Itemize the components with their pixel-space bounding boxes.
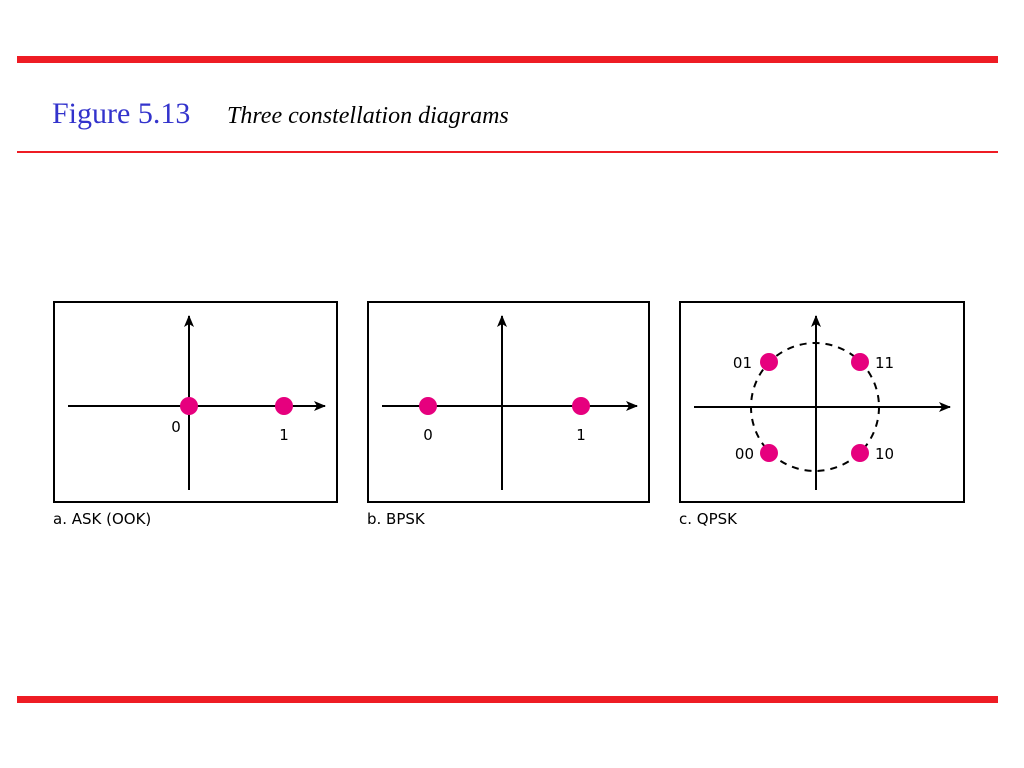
panel-label: a. ASK (OOK) <box>53 510 151 528</box>
figure-caption: Three constellation diagrams <box>227 103 509 129</box>
panel-label: b. BPSK <box>367 510 426 528</box>
point-label: 10 <box>875 445 894 463</box>
point-label: 01 <box>733 354 752 372</box>
point-label: 0 <box>171 418 181 436</box>
panel-c <box>679 301 965 503</box>
panel-a <box>53 301 338 503</box>
point-label: 00 <box>735 445 754 463</box>
point-label: 0 <box>423 426 433 444</box>
mid-rule <box>17 151 998 153</box>
point-label: 11 <box>875 354 894 372</box>
point-label: 1 <box>279 426 289 444</box>
point-label: 1 <box>576 426 586 444</box>
bottom-rule <box>17 696 998 703</box>
figure-number: Figure 5.13 <box>52 97 190 130</box>
panel-b <box>367 301 650 503</box>
panel-label: c. QPSK <box>679 510 738 528</box>
top-rule <box>17 56 998 63</box>
